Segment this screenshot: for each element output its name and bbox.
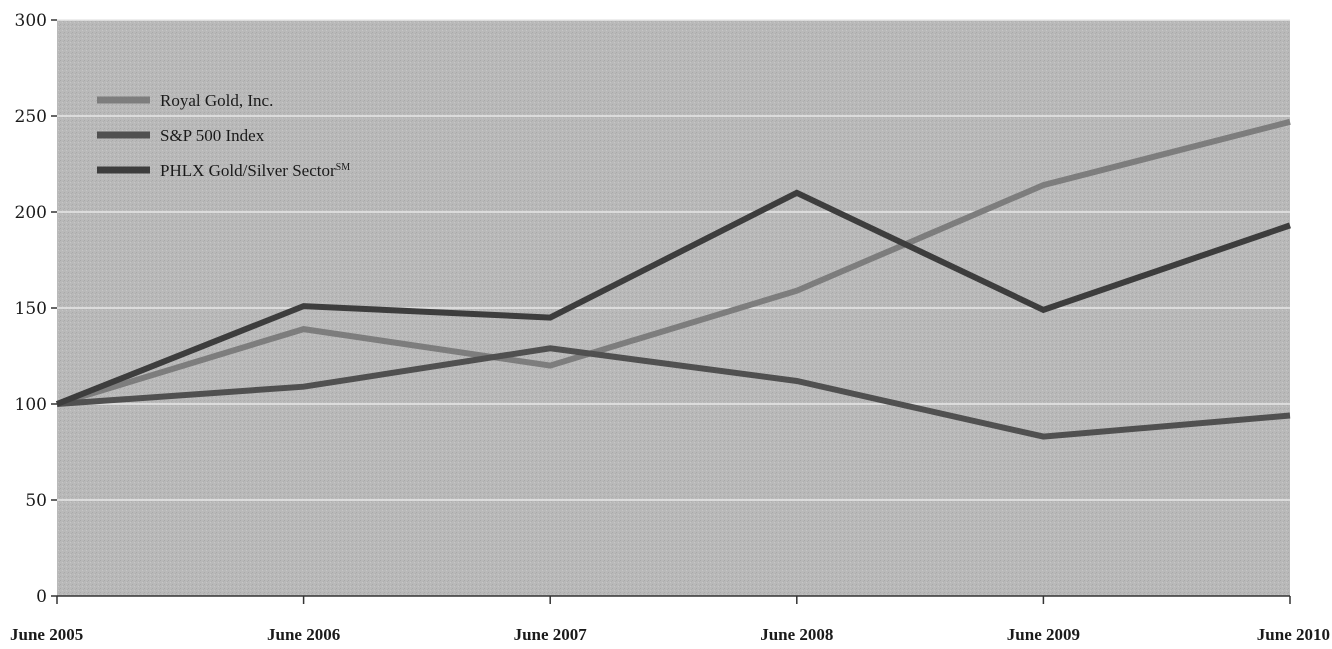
x-tick-label-4: June 2009 <box>1007 625 1080 644</box>
y-tick-label-100: 100 <box>15 395 47 415</box>
x-tick-label-0: June 2005 <box>10 625 83 644</box>
axes: 0 50 100 150 200 250 300 June 2005 June 2006 June… <box>10 11 1330 644</box>
y-tick-label-0: 0 <box>36 587 47 607</box>
legend-label-phlx: PHLX Gold/Silver SectorSM <box>160 161 350 180</box>
x-tick-label-2: June 2007 <box>514 625 588 644</box>
x-tick-label-3: June 2008 <box>760 625 833 644</box>
y-tick-label-200: 200 <box>15 203 47 223</box>
series-line-1 <box>56 345 1291 440</box>
y-tick-label-300: 300 <box>15 11 47 31</box>
x-tick-label-1: June 2006 <box>267 625 340 644</box>
series-line-2 <box>55 189 1291 407</box>
legend: Royal Gold, Inc. S&P 500 Index PHLX Gold… <box>97 91 350 180</box>
legend-label-phlx-name: PHLX Gold/Silver Sector <box>160 161 336 180</box>
y-tick-label-250: 250 <box>15 107 47 127</box>
y-tick-label-50: 50 <box>25 491 47 511</box>
series-lines <box>55 118 1291 440</box>
legend-label-phlx-superscript: SM <box>336 162 351 173</box>
legend-label-royal-gold: Royal Gold, Inc. <box>160 91 273 110</box>
legend-label-sp500: S&P 500 Index <box>160 126 265 145</box>
series-line-0 <box>56 118 1291 407</box>
x-tick-label-5: June 2010 <box>1257 625 1330 644</box>
gridlines <box>57 19 1290 501</box>
y-tick-label-150: 150 <box>15 299 47 319</box>
